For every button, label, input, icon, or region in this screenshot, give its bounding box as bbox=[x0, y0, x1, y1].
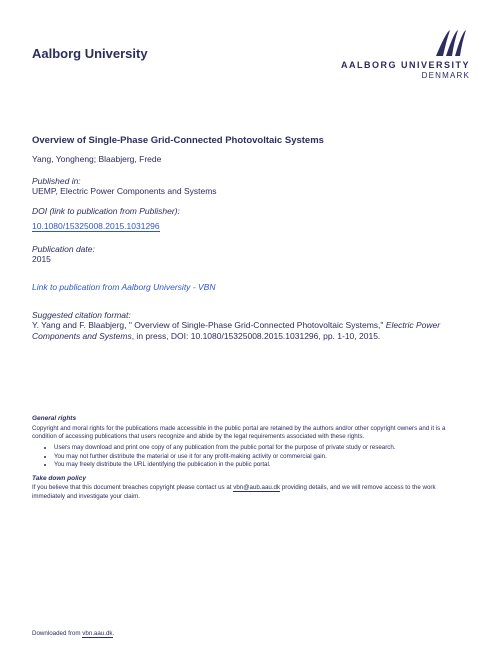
rights-heading: General rights bbox=[32, 415, 470, 424]
rights-text: Copyright and moral rights for the publi… bbox=[32, 425, 470, 442]
authors: Yang, Yongheng; Blaabjerg, Frede bbox=[32, 154, 470, 164]
rights-list: Users may download and print one copy of… bbox=[32, 444, 470, 469]
header: Aalborg University AALBORG UNIVERSITY DE… bbox=[32, 28, 470, 80]
citation-block: Suggested citation format: Y. Yang and F… bbox=[32, 310, 470, 343]
logo-block: AALBORG UNIVERSITY DENMARK bbox=[341, 28, 470, 80]
takedown-text: If you believe that this document breach… bbox=[32, 484, 470, 501]
list-item: You may not further distribute the mater… bbox=[54, 453, 470, 461]
takedown-email-link[interactable]: vbn@aub.aau.dk bbox=[233, 484, 280, 492]
downloaded-link[interactable]: vbn.aau.dk bbox=[82, 630, 112, 638]
downloaded-suffix: . bbox=[113, 630, 115, 637]
downloaded-prefix: Downloaded from bbox=[32, 630, 82, 637]
citation-label: Suggested citation format: bbox=[32, 310, 470, 320]
general-rights-block: General rights Copyright and moral right… bbox=[32, 415, 470, 501]
doi-label: DOI (link to publication from Publisher)… bbox=[32, 206, 470, 216]
logo-text-line2: DENMARK bbox=[341, 71, 470, 80]
wave-logo-icon bbox=[430, 28, 470, 58]
document-title: Overview of Single-Phase Grid-Connected … bbox=[32, 135, 470, 146]
published-in-value: UEMP, Electric Power Components and Syst… bbox=[32, 186, 470, 196]
list-item: You may freely distribute the URL identi… bbox=[54, 461, 470, 469]
citation-text: Y. Yang and F. Blaabjerg, " Overview of … bbox=[32, 320, 470, 343]
pub-date-value: 2015 bbox=[32, 254, 470, 264]
published-in-label: Published in: bbox=[32, 176, 470, 186]
logo-text-line1: AALBORG UNIVERSITY bbox=[341, 60, 470, 70]
pub-date-label: Publication date: bbox=[32, 244, 470, 254]
published-in-block: Published in: UEMP, Electric Power Compo… bbox=[32, 176, 470, 196]
vbn-link[interactable]: Link to publication from Aalborg Univers… bbox=[32, 282, 470, 292]
takedown-heading: Take down policy bbox=[32, 475, 470, 484]
university-name: Aalborg University bbox=[32, 46, 148, 61]
doi-link[interactable]: 10.1080/15325008.2015.1031296 bbox=[32, 221, 160, 232]
takedown-prefix: If you believe that this document breach… bbox=[32, 484, 233, 491]
downloaded-from: Downloaded from vbn.aau.dk. bbox=[32, 630, 114, 637]
citation-prefix: Y. Yang and F. Blaabjerg, " Overview of … bbox=[32, 320, 386, 330]
list-item: Users may download and print one copy of… bbox=[54, 444, 470, 452]
citation-suffix: , in press, DOI: 10.1080/15325008.2015.1… bbox=[132, 331, 381, 341]
doi-block: DOI (link to publication from Publisher)… bbox=[32, 206, 470, 234]
pub-date-block: Publication date: 2015 bbox=[32, 244, 470, 264]
